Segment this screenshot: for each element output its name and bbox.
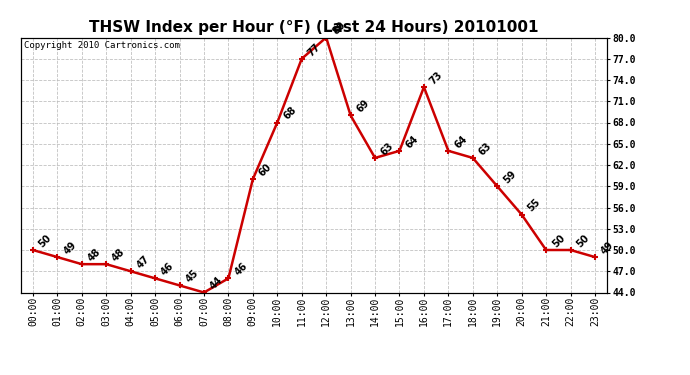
Text: Copyright 2010 Cartronics.com: Copyright 2010 Cartronics.com bbox=[23, 41, 179, 50]
Title: THSW Index per Hour (°F) (Last 24 Hours) 20101001: THSW Index per Hour (°F) (Last 24 Hours)… bbox=[89, 20, 539, 35]
Text: 50: 50 bbox=[550, 232, 567, 249]
Text: 45: 45 bbox=[184, 268, 200, 285]
Text: 50: 50 bbox=[37, 232, 54, 249]
Text: 63: 63 bbox=[380, 141, 396, 157]
Text: 77: 77 bbox=[306, 41, 322, 58]
Text: 59: 59 bbox=[502, 169, 518, 186]
Text: 60: 60 bbox=[257, 162, 274, 178]
Text: 46: 46 bbox=[159, 261, 176, 278]
Text: 48: 48 bbox=[110, 247, 127, 263]
Text: 44: 44 bbox=[208, 275, 225, 292]
Text: 64: 64 bbox=[404, 134, 420, 150]
Text: 69: 69 bbox=[355, 98, 371, 115]
Text: 80: 80 bbox=[331, 20, 347, 37]
Text: 55: 55 bbox=[526, 197, 542, 214]
Text: 49: 49 bbox=[61, 240, 78, 256]
Text: 50: 50 bbox=[575, 232, 591, 249]
Text: 63: 63 bbox=[477, 141, 493, 157]
Text: 46: 46 bbox=[233, 261, 249, 278]
Text: 48: 48 bbox=[86, 247, 103, 263]
Text: 49: 49 bbox=[599, 240, 615, 256]
Text: 73: 73 bbox=[428, 70, 444, 86]
Text: 47: 47 bbox=[135, 254, 151, 270]
Text: 68: 68 bbox=[282, 105, 298, 122]
Text: 64: 64 bbox=[453, 134, 469, 150]
